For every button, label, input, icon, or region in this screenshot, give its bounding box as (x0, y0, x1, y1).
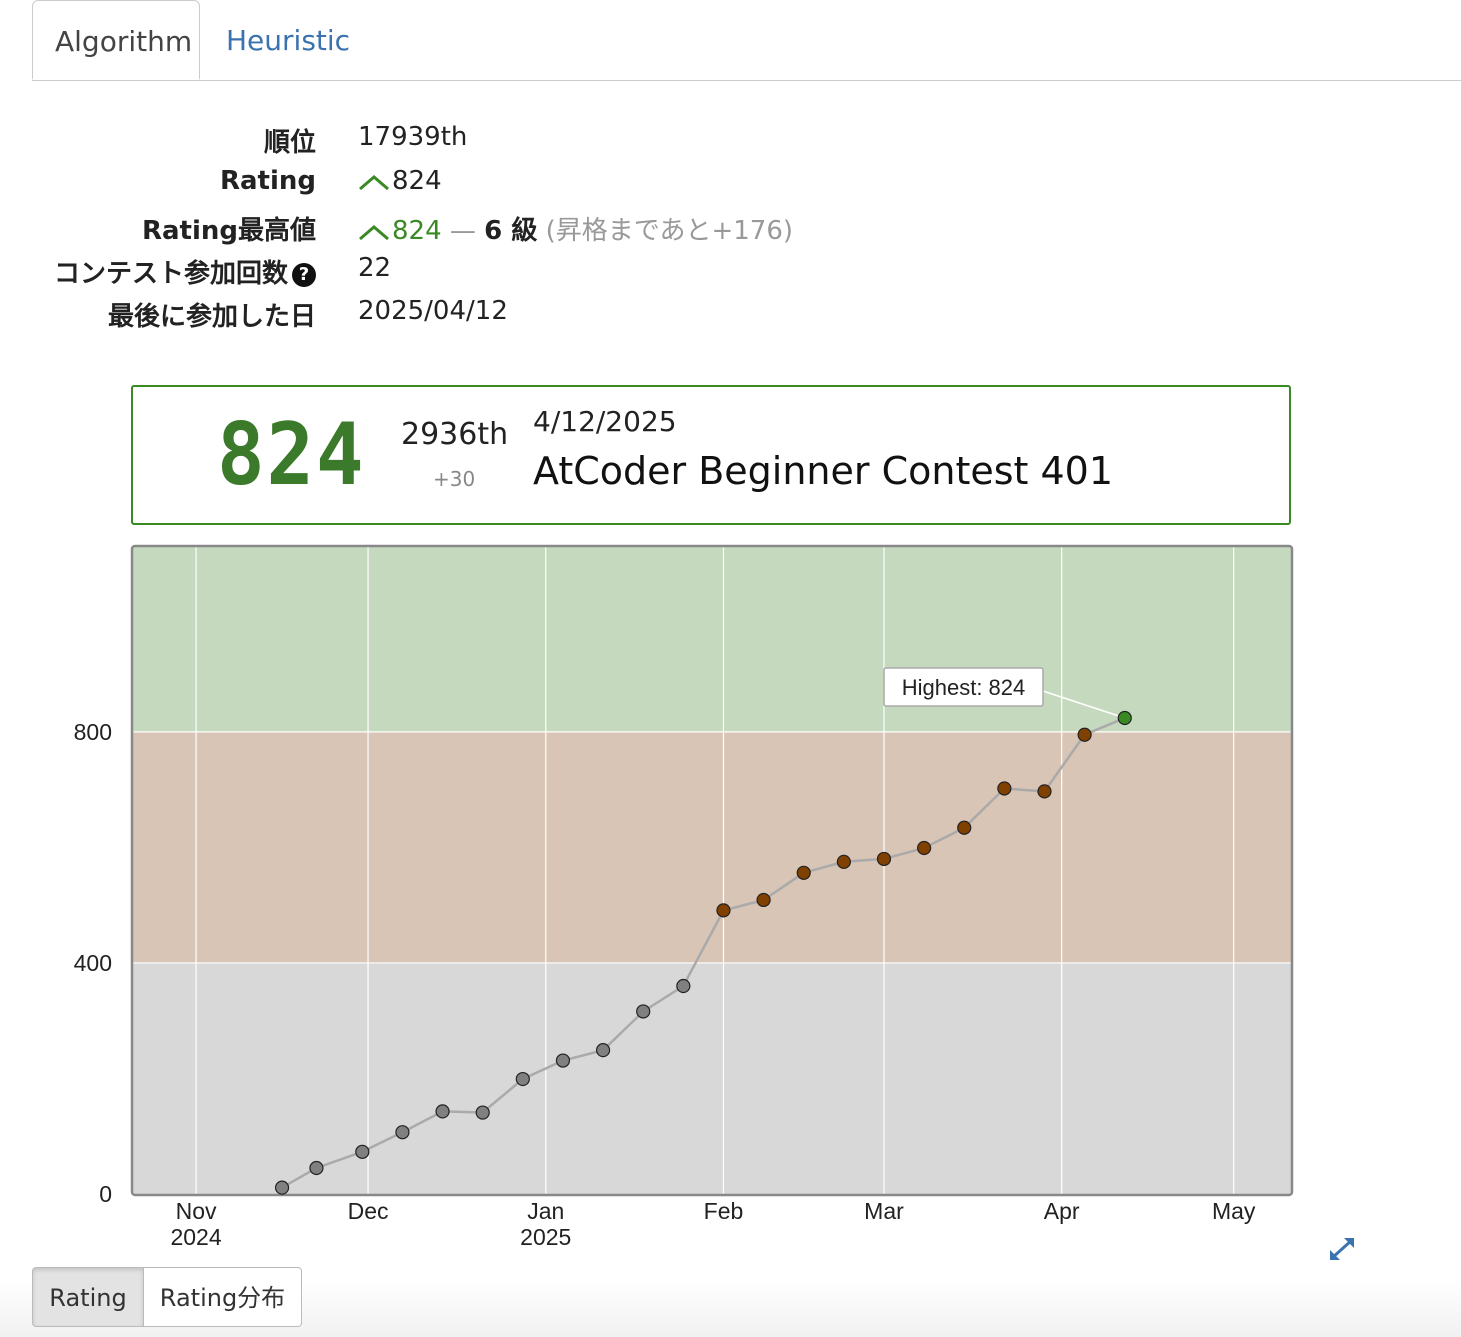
info-diff: +30 (433, 467, 476, 491)
rating-band-1 (133, 731, 1291, 963)
highest-value-wrap: 824 — 6 級 (昇格まであと+176) (358, 210, 793, 247)
tab-bar: Algorithm Heuristic (0, 0, 1461, 82)
contests-label-wrap: コンテスト参加回数? (54, 253, 316, 290)
x-tick-label: May (1212, 1198, 1256, 1224)
rating-point[interactable] (515, 1071, 530, 1087)
rating-point[interactable] (756, 892, 771, 908)
rating-distribution-button[interactable]: Rating分布 (143, 1267, 302, 1327)
last-value: 2025/04/12 (358, 296, 508, 326)
y-tick-label: 800 (74, 719, 112, 745)
highest-dash: — (449, 216, 476, 246)
profile-row-rating: Rating 824 (0, 166, 900, 206)
contests-value: 22 (358, 253, 392, 283)
x-tick-label: Feb (704, 1198, 744, 1224)
rating-point[interactable] (555, 1053, 571, 1068)
rating-point[interactable] (796, 865, 811, 880)
question-circle-icon[interactable]: ? (292, 263, 316, 287)
info-date: 4/12/2025 (533, 405, 677, 438)
rating-point[interactable] (355, 1144, 370, 1159)
y-tick-label: 0 (99, 1181, 112, 1207)
rating-point[interactable] (676, 978, 691, 994)
rating-point[interactable] (274, 1180, 290, 1195)
expand-arrows-icon[interactable] (1328, 1236, 1356, 1262)
tab-algorithm[interactable]: Algorithm (32, 0, 200, 80)
x-tick-label: Dec (348, 1198, 389, 1224)
rating-point[interactable] (876, 851, 892, 867)
x-tick-label: Apr (1044, 1198, 1080, 1224)
highest-value: 824 (392, 216, 442, 246)
rating-label: Rating (219, 166, 316, 196)
highest-annotation-text: Highest: 824 (902, 675, 1026, 700)
rating-point[interactable] (836, 854, 851, 869)
plot-border (130, 544, 1294, 1197)
rating-point[interactable] (435, 1104, 450, 1119)
info-contest-name[interactable]: AtCoder Beginner Contest 401 (533, 449, 1114, 493)
rating-point[interactable] (1037, 784, 1052, 799)
last-label: 最後に参加した日 (107, 302, 316, 332)
rating-point[interactable] (636, 1004, 651, 1019)
rank-value: 17939th (358, 122, 468, 152)
profile-row-last: 最後に参加した日 2025/04/12 (0, 296, 900, 336)
x-tick-label: Jan (527, 1198, 564, 1224)
tab-baseline (32, 80, 1461, 81)
profile-row-highest: Rating最高値 824 — 6 級 (昇格まであと+176) (0, 210, 900, 250)
x-tick-sublabel: 2025 (520, 1224, 571, 1250)
rating-band-2 (133, 547, 1291, 732)
rank-label: 順位 (263, 128, 316, 158)
highest-next: (昇格まであと+176) (545, 216, 794, 246)
rating-line (281, 716, 1126, 1189)
rating-point[interactable] (957, 820, 972, 835)
rating-point[interactable] (1117, 710, 1132, 726)
rating-point[interactable] (475, 1105, 490, 1120)
x-tick-sublabel: 2024 (170, 1224, 221, 1250)
rating-point[interactable] (1077, 727, 1092, 742)
x-tick-label: Mar (864, 1198, 904, 1224)
highest-label: Rating最高値 (141, 216, 316, 246)
highest-annotation-box (883, 667, 1044, 707)
info-rank: 2936th (401, 417, 509, 452)
contests-label: コンテスト参加回数 (53, 259, 288, 289)
rating-value-wrap: 824 (358, 166, 442, 196)
rating-point[interactable] (395, 1125, 410, 1140)
tab-heuristic[interactable]: Heuristic (226, 24, 351, 57)
highest-crown-icon (359, 224, 389, 240)
rating-point[interactable] (595, 1043, 611, 1058)
x-tick-label: Nov (176, 1198, 217, 1224)
rating-point[interactable] (309, 1160, 324, 1176)
annotation-leader (1042, 690, 1125, 719)
profile-row-contests: コンテスト参加回数? 22 (0, 253, 900, 293)
rating-point[interactable] (716, 903, 731, 918)
rating-point[interactable] (917, 840, 932, 856)
profile-row-rank: 順位 17939th (0, 122, 900, 162)
y-tick-label: 400 (74, 950, 112, 976)
contest-info-box: 824 2936th +30 4/12/2025 AtCoder Beginne… (131, 385, 1291, 525)
rating-crown-icon (359, 174, 389, 190)
rating-band-0 (133, 962, 1291, 1194)
highest-kyu: 6 級 (484, 216, 538, 246)
info-rating: 824 (217, 405, 366, 505)
rating-point[interactable] (997, 781, 1012, 796)
rating-value: 824 (392, 166, 442, 196)
rating-button[interactable]: Rating (32, 1267, 144, 1327)
